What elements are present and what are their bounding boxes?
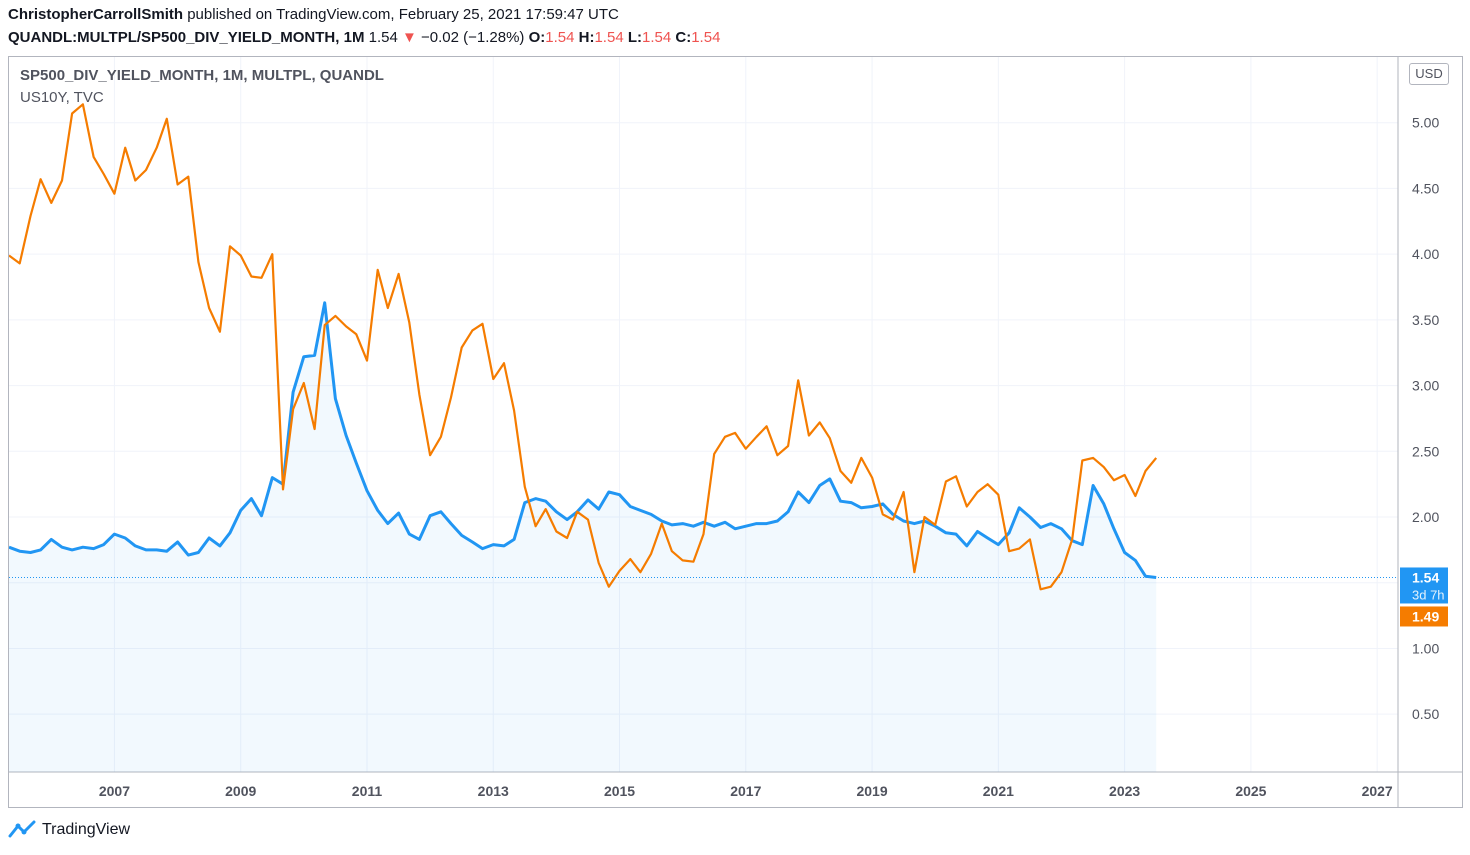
x-tick-label: 2007: [99, 783, 130, 799]
high-label: H:: [578, 29, 595, 46]
x-tick-label: 2025: [1235, 783, 1266, 799]
brand-name: TradingView: [42, 821, 131, 838]
blue-price-badge-value: 1.54: [1412, 569, 1439, 585]
currency-button[interactable]: USD: [1409, 63, 1449, 85]
author-name[interactable]: ChristopherCarrollSmith: [8, 6, 184, 23]
y-tick-label: 4.50: [1412, 180, 1439, 196]
x-tick-label: 2027: [1362, 783, 1393, 799]
last-price: 1.54: [368, 29, 398, 46]
x-tick-label: 2013: [478, 783, 509, 799]
footer-brand[interactable]: TradingView: [8, 820, 130, 840]
x-tick-label: 2017: [730, 783, 761, 799]
series-line-0[interactable]: [8, 301, 1157, 579]
x-tick-label: 2009: [225, 783, 256, 799]
price-change: −0.02 (−1.28%): [421, 29, 525, 46]
low-label: L:: [627, 29, 643, 46]
chart-frame: [8, 56, 1463, 808]
close-value: 1.54: [691, 29, 721, 46]
publish-info: published on TradingView.com, February 2…: [187, 6, 619, 23]
blue-price-badge: [1400, 567, 1448, 604]
y-tick-label: 2.50: [1412, 443, 1439, 459]
y-tick-label: 0.50: [1412, 706, 1439, 722]
series-area-fill-0: [9, 302, 1157, 772]
series-line-1[interactable]: [8, 103, 1158, 591]
open-label: O:: [528, 29, 546, 46]
open-value: 1.54: [545, 29, 575, 46]
y-tick-label: 1.00: [1412, 640, 1439, 656]
symbol-header: QUANDL:MULTPL/SP500_DIV_YIELD_MONTH, 1M …: [8, 29, 720, 46]
orange-price-badge: [1400, 606, 1448, 627]
y-tick-label: 4.00: [1412, 246, 1439, 262]
down-arrow-icon: ▼: [401, 29, 417, 46]
blue-price-badge-countdown: 3d 7h: [1412, 587, 1445, 602]
x-tick-label: 2019: [856, 783, 887, 799]
tradingview-logo-icon: [8, 820, 36, 838]
low-value: 1.54: [642, 29, 672, 46]
y-tick-label: 3.00: [1412, 378, 1439, 394]
y-tick-label: 5.00: [1412, 115, 1439, 131]
x-tick-label: 2011: [352, 783, 383, 799]
publish-header: ChristopherCarrollSmith published on Tra…: [8, 6, 619, 23]
high-value: 1.54: [594, 29, 624, 46]
legend-series-div-yield[interactable]: SP500_DIV_YIELD_MONTH, 1M, MULTPL, QUAND…: [20, 67, 384, 84]
symbol-name: QUANDL:MULTPL/SP500_DIV_YIELD_MONTH, 1M: [8, 29, 365, 46]
x-tick-label: 2023: [1109, 783, 1140, 799]
orange-price-badge-value: 1.49: [1412, 608, 1439, 624]
close-label: C:: [675, 29, 692, 46]
x-tick-label: 2021: [983, 783, 1014, 799]
x-tick-label: 2015: [604, 783, 635, 799]
y-tick-label: 3.50: [1412, 312, 1439, 328]
legend-series-us10y[interactable]: US10Y, TVC: [20, 89, 104, 106]
y-tick-label: 2.00: [1412, 509, 1439, 525]
